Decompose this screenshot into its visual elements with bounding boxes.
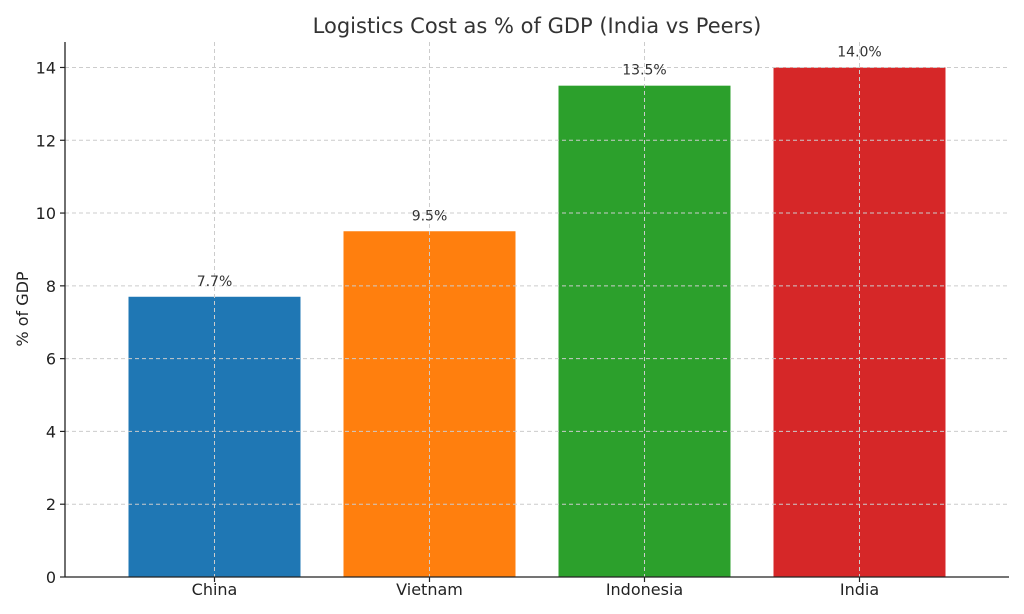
y-tick-label: 6 [46, 350, 56, 369]
chart-title: Logistics Cost as % of GDP (India vs Pee… [313, 14, 762, 38]
grid-lines [65, 42, 1009, 577]
y-tick-label: 12 [36, 131, 56, 150]
data-label: 7.7% [197, 274, 233, 290]
data-label: 9.5% [412, 208, 448, 224]
x-tick-label: Vietnam [396, 580, 463, 599]
x-tick-label: India [840, 580, 879, 599]
data-label: 14.0% [837, 44, 881, 60]
y-axis-label: % of GDP [13, 271, 32, 347]
bars [128, 67, 946, 578]
y-tick-label: 2 [46, 495, 56, 514]
y-tick-label: 8 [46, 277, 56, 296]
axes: 0 2 4 6 8 10 12 14 China Vietnam Indonesia India [36, 42, 1009, 599]
y-tick-label: 14 [36, 58, 56, 77]
y-tick-label: 4 [46, 422, 56, 441]
x-tick-label: China [192, 580, 238, 599]
data-label: 13.5% [622, 63, 666, 79]
x-tick-label: Indonesia [606, 580, 683, 599]
data-labels: 7.7% 9.5% 13.5% 14.0% [197, 44, 882, 289]
y-tick-label: 10 [36, 204, 56, 223]
y-tick-label: 0 [46, 568, 56, 587]
